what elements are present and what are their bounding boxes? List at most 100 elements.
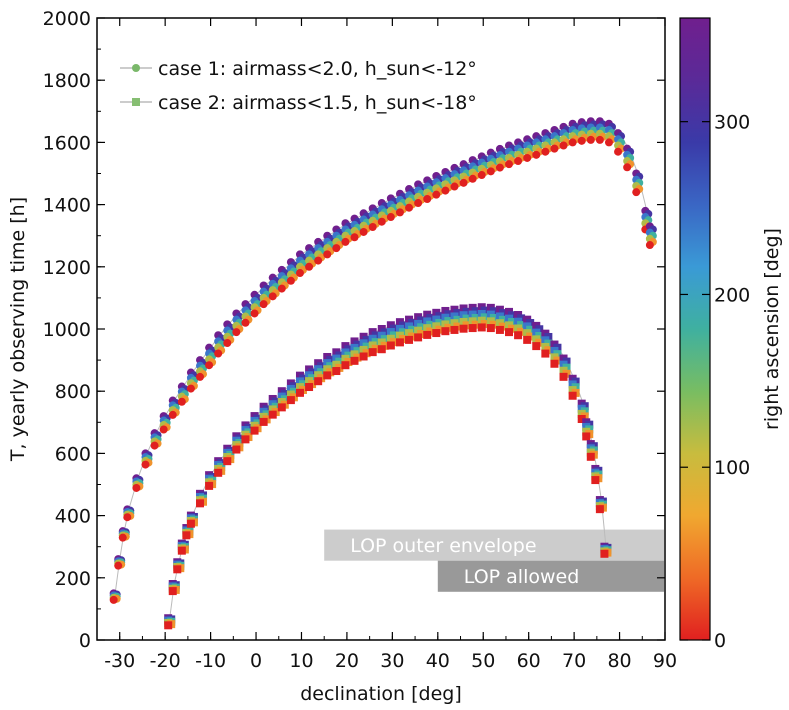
data-point (118, 533, 127, 542)
data-point (459, 324, 468, 333)
x-tick-label: -30 (104, 650, 135, 672)
data-point (559, 141, 568, 150)
data-point (232, 328, 241, 337)
data-point (223, 457, 232, 466)
data-point (250, 309, 259, 318)
data-point (486, 167, 495, 176)
data-point (468, 324, 477, 333)
data-point (577, 136, 586, 145)
points-layer (109, 117, 657, 630)
x-tick-label: 40 (426, 650, 450, 672)
data-point (205, 481, 214, 490)
data-point (450, 182, 459, 191)
data-point (350, 233, 359, 242)
data-point (277, 284, 286, 293)
x-tick-label: -20 (150, 650, 181, 672)
data-point (505, 160, 514, 169)
x-tick-label: 30 (380, 650, 404, 672)
colorbar-tick-label: 300 (714, 112, 750, 134)
y-axis: 0 200 400 600 800 1000 1200 1400 1600 1800 2000 (43, 8, 665, 652)
data-point (341, 237, 350, 246)
data-point (123, 513, 132, 522)
data-point (168, 587, 177, 596)
colorbar-tick-label: 100 (714, 457, 750, 479)
data-point (595, 135, 604, 144)
data-point (523, 153, 532, 162)
data-point (395, 338, 404, 347)
x-axis: -30 -20 -10 0 10 20 30 40 50 60 70 80 90 (96, 18, 677, 672)
y-tick-label: 200 (55, 568, 91, 590)
data-point (505, 328, 514, 337)
data-point (232, 445, 241, 454)
data-point (541, 147, 550, 156)
data-point (441, 186, 450, 195)
data-point (223, 338, 232, 347)
data-point (314, 377, 323, 386)
data-point (109, 595, 118, 604)
data-point (196, 499, 205, 508)
data-point (550, 359, 559, 368)
y-tick-label: 400 (55, 506, 91, 528)
series-1 (109, 117, 657, 604)
data-point (395, 208, 404, 217)
data-point (323, 371, 332, 380)
legend-marker-1 (132, 64, 140, 72)
data-point (186, 384, 195, 393)
data-point (586, 452, 595, 461)
data-point (132, 483, 141, 492)
data-point (350, 356, 359, 365)
y-tick-label: 1200 (43, 257, 91, 279)
data-point (164, 621, 173, 630)
data-point (532, 150, 541, 159)
band-label-1: LOP allowed (464, 566, 579, 588)
data-point (477, 323, 486, 332)
y-tick-label: 600 (55, 443, 91, 465)
data-point (600, 549, 609, 558)
series-2 (164, 303, 612, 630)
x-tick-label: 50 (471, 650, 495, 672)
y-tick-label: 1000 (43, 319, 91, 341)
data-point (514, 157, 523, 166)
data-point (286, 396, 295, 405)
x-tick-label: 20 (335, 650, 359, 672)
data-point (332, 244, 341, 253)
data-point (196, 372, 205, 381)
data-point (405, 335, 414, 344)
legend-marker-2 (132, 98, 140, 106)
data-point (441, 327, 450, 336)
x-axis-title: declination [deg] (300, 683, 462, 705)
y-tick-label: 0 (79, 630, 91, 652)
data-point (241, 435, 250, 444)
data-point (214, 468, 223, 477)
data-point (332, 367, 341, 376)
data-point (359, 227, 368, 236)
data-point (386, 213, 395, 222)
data-point (377, 345, 386, 354)
data-point (450, 325, 459, 334)
data-point (550, 144, 559, 153)
y-tick-label: 800 (55, 381, 91, 403)
data-point (523, 335, 532, 344)
data-point (477, 171, 486, 180)
legend-label-2: case 2: airmass<1.5, h_sun<-18° (158, 92, 477, 114)
colorbar-fill (679, 17, 711, 641)
data-point (459, 178, 468, 187)
data-point (114, 561, 123, 570)
data-point (182, 531, 191, 540)
data-point (532, 342, 541, 351)
y-axis-title: T, yearly observing time [h] (7, 197, 29, 462)
data-point (268, 292, 277, 301)
data-point (177, 397, 186, 406)
data-point (268, 410, 277, 419)
data-point (423, 195, 432, 204)
y-tick-label: 2000 (43, 8, 91, 30)
data-point (323, 250, 332, 259)
data-point (423, 330, 432, 339)
data-point (495, 325, 504, 334)
data-point (591, 476, 600, 485)
colorbar-title: right ascension [deg] (761, 228, 783, 430)
data-point (541, 349, 550, 358)
x-tick-label: 0 (250, 650, 262, 672)
x-tick-label: 10 (289, 650, 313, 672)
